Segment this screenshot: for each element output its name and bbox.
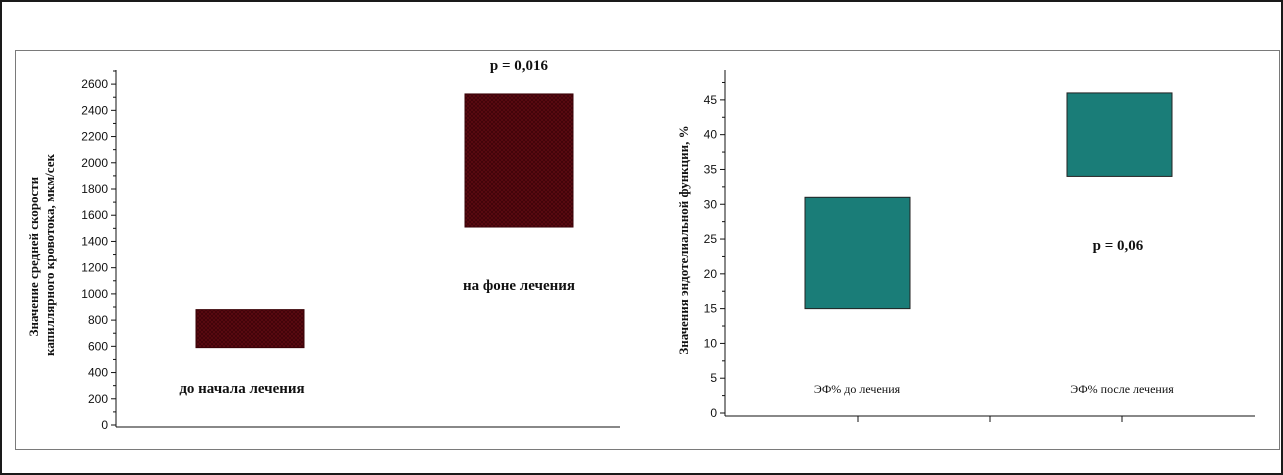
chart-2-y-tick-label: 5 [710, 371, 717, 385]
chart-2-y-ticks: 0 5 10 15 20 25 30 35 40 45 [704, 81, 725, 420]
chart-1-y-tick-label: 2000 [81, 156, 108, 170]
chart-1: Значение средней скорости капиллярного к… [26, 58, 620, 432]
chart-2-bar-2 [1066, 92, 1173, 177]
chart-1-category-label-2: на фоне лечения [463, 278, 575, 294]
chart-1-category-label-1: до начала лечения [179, 381, 304, 397]
chart-2-y-tick-label: 25 [704, 232, 718, 246]
chart-1-y-tick-label: 2200 [81, 130, 108, 144]
chart-1-y-axis-title: Значение средней скорости капиллярного к… [26, 154, 57, 356]
chart-1-y-tick-label: 1000 [81, 287, 108, 301]
chart-1-y-tick-label: 2400 [81, 103, 108, 117]
chart-2-y-tick-label: 0 [710, 406, 717, 420]
chart-1-y-tick-label: 1400 [81, 234, 108, 248]
chart-1-y-axis-title-line-1: Значение средней скорости [26, 176, 41, 336]
chart-2-bars [804, 92, 1173, 310]
chart-2-p-value: p = 0,06 [1093, 238, 1144, 254]
chart-1-y-tick-label: 1800 [81, 182, 108, 196]
chart-1-p-value: p = 0,016 [490, 58, 549, 74]
chart-1-y-tick-label: 800 [88, 313, 108, 327]
chart-2-bar-1 [804, 196, 911, 310]
chart-2-category-label-2: ЭФ% после лечения [1070, 382, 1174, 396]
chart-1-y-tick-label: 600 [88, 339, 108, 353]
chart-1-y-axis-title-line-2: капиллярного кровотока, мкм/сек [42, 154, 57, 356]
chart-1-y-tick-label: 0 [101, 418, 108, 432]
chart-2-y-tick-label: 10 [704, 336, 718, 350]
chart-1-bar-1 [195, 309, 305, 349]
chart-2-category-label-1: ЭФ% до лечения [814, 382, 901, 396]
chart-2-y-tick-label: 40 [704, 128, 718, 142]
chart-2-y-tick-label: 35 [704, 162, 718, 176]
chart-1-y-tick-label: 2600 [81, 77, 108, 91]
chart-2-y-tick-label: 45 [704, 93, 718, 107]
chart-2-y-tick-label: 20 [704, 267, 718, 281]
chart-1-y-tick-label: 1600 [81, 208, 108, 222]
chart-1-y-ticks: 0 200 400 600 800 1000 1200 1400 1600 1800 2000 220… [81, 70, 116, 432]
chart-2-y-axis-title: Значения эндотелиальной функции, % [676, 125, 691, 354]
chart-2-y-tick-label: 15 [704, 302, 718, 316]
chart-2-y-tick-label: 30 [704, 197, 718, 211]
chart-1-y-tick-label: 400 [88, 366, 108, 380]
chart-1-y-tick-label: 1200 [81, 261, 108, 275]
chart-1-bar-2 [464, 93, 574, 228]
chart-2: Значения эндотелиальной функции, % 0 5 10 1… [676, 70, 1255, 422]
chart-1-y-tick-label: 200 [88, 392, 108, 406]
chart-1-bars [195, 93, 574, 349]
